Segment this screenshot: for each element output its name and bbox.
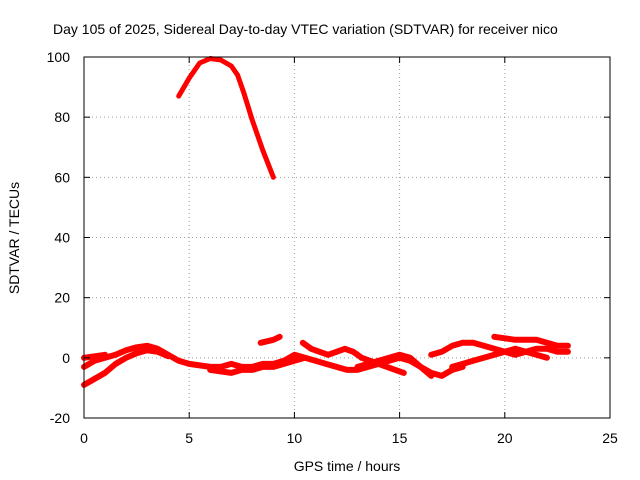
- y-tick-label: 80: [54, 109, 70, 125]
- y-tick-label: 100: [47, 49, 71, 65]
- x-tick-label: 10: [287, 430, 303, 446]
- series-low-band-3: [81, 351, 108, 361]
- series-mid-band-3: [354, 351, 435, 379]
- series-high-band-2: [491, 333, 571, 349]
- y-tick-label: 60: [54, 169, 70, 185]
- y-tick-label: 0: [62, 350, 70, 366]
- y-tick-label: -20: [50, 410, 70, 426]
- x-tick-label: 20: [497, 430, 513, 446]
- x-axis-label: GPS time / hours: [294, 458, 401, 474]
- y-tick-label: 20: [54, 290, 70, 306]
- series-low-band-4: [207, 354, 308, 376]
- grid-group: [84, 57, 610, 418]
- series-low-band-2: [81, 347, 172, 388]
- y-axis-label: SDTVAR / TECUs: [6, 182, 22, 294]
- plot-frame: [83, 56, 611, 419]
- series-peak-arc: [176, 56, 276, 180]
- series-group: [81, 56, 571, 388]
- series-short-seg: [257, 333, 283, 346]
- x-tick-label: 5: [185, 430, 193, 446]
- chart-title: Day 105 of 2025, Sidereal Day-to-day VTE…: [53, 21, 558, 37]
- x-tick-label: 0: [80, 430, 88, 446]
- series-mid-band-2: [299, 339, 407, 376]
- ticks-group: -20 0 20 40 60 80 100 0 5 10 15 20 25: [47, 49, 618, 446]
- series-high-band-3: [449, 345, 550, 370]
- x-tick-label: 15: [392, 430, 408, 446]
- x-tick-label: 25: [602, 430, 618, 446]
- y-tick-label: 40: [54, 230, 70, 246]
